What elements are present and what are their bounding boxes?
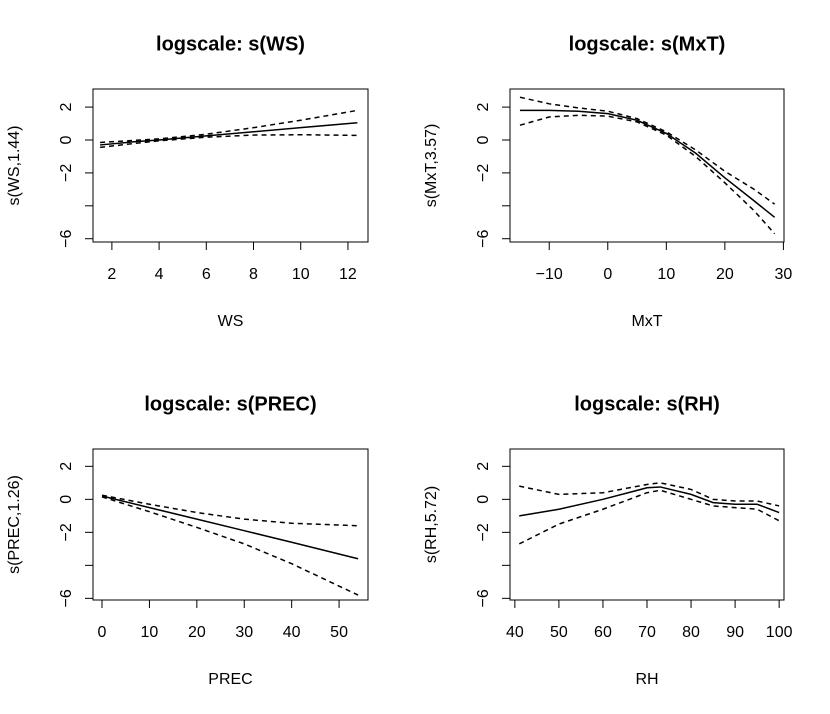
x-tick-label: 50 [550, 624, 568, 641]
x-tick-label: 80 [682, 624, 700, 641]
panel-title: logscale: s(WS) [156, 33, 305, 55]
y-tick-label: −6 [475, 589, 492, 607]
y-axis-label: s(WS,1.44) [6, 125, 23, 205]
fit-line [101, 496, 359, 596]
y-tick-label: −6 [58, 589, 75, 607]
y-axis-label: s(RH,5.72) [423, 486, 440, 563]
x-tick-label: 6 [202, 266, 211, 283]
y-tick-label: 2 [475, 103, 492, 112]
x-tick-label: 20 [716, 266, 734, 283]
x-tick-label: 70 [638, 624, 656, 641]
x-axis-label: WS [218, 313, 244, 330]
y-axis-label: s(MxT,3.57) [423, 124, 440, 208]
fit-line [101, 495, 359, 560]
y-tick-label: −2 [475, 164, 492, 182]
fit-line [519, 114, 776, 235]
y-tick-label: −6 [58, 229, 75, 247]
plot-box [92, 88, 369, 243]
y-tick-label: −2 [58, 523, 75, 541]
y-tick-label: 0 [475, 135, 492, 144]
x-tick-label: 20 [188, 624, 206, 641]
y-tick-label: 0 [58, 135, 75, 144]
y-tick-label: 0 [58, 495, 75, 504]
fit-line [518, 489, 780, 545]
x-tick-label: 30 [235, 624, 253, 641]
x-tick-label: −10 [536, 266, 563, 283]
x-axis-label: RH [635, 671, 658, 688]
y-tick-label: 2 [475, 462, 492, 471]
x-tick-label: 4 [155, 266, 164, 283]
fit-line [519, 482, 780, 507]
y-tick-label: 2 [58, 462, 75, 471]
fit-line [100, 121, 358, 146]
fit-line [519, 96, 776, 205]
x-tick-label: 12 [339, 266, 357, 283]
x-tick-label: 30 [775, 266, 793, 283]
x-axis-label: MxT [631, 313, 662, 330]
x-tick-label: 90 [726, 624, 744, 641]
y-tick-label: −6 [475, 229, 492, 247]
y-tick-label: 2 [58, 103, 75, 112]
fit-line [101, 494, 359, 527]
x-tick-label: 0 [603, 266, 612, 283]
panel-title: logscale: s(RH) [574, 393, 720, 415]
x-axis-label: PREC [208, 671, 252, 688]
x-tick-label: 50 [330, 624, 348, 641]
x-tick-label: 10 [657, 266, 675, 283]
fit-line [519, 109, 776, 218]
x-tick-label: 0 [98, 624, 107, 641]
y-tick-label: −2 [475, 523, 492, 541]
x-tick-label: 60 [594, 624, 612, 641]
plot-box [509, 88, 785, 243]
x-tick-label: 10 [141, 624, 159, 641]
y-tick-label: 0 [475, 495, 492, 504]
x-tick-label: 40 [283, 624, 301, 641]
fit-line [99, 133, 358, 149]
y-axis-label: s(PREC,1.26) [6, 475, 23, 574]
x-tick-label: 8 [249, 266, 258, 283]
fit-line [100, 109, 358, 144]
panel-title: logscale: s(MxT) [569, 33, 726, 55]
x-tick-label: 2 [107, 266, 116, 283]
x-tick-label: 40 [506, 624, 524, 641]
x-tick-label: 100 [766, 624, 793, 641]
fit-line [519, 486, 780, 517]
y-tick-label: −2 [58, 164, 75, 182]
x-tick-label: 10 [292, 266, 310, 283]
plot-box [92, 448, 369, 601]
panel-title: logscale: s(PREC) [144, 393, 316, 415]
plot-box [509, 448, 785, 601]
